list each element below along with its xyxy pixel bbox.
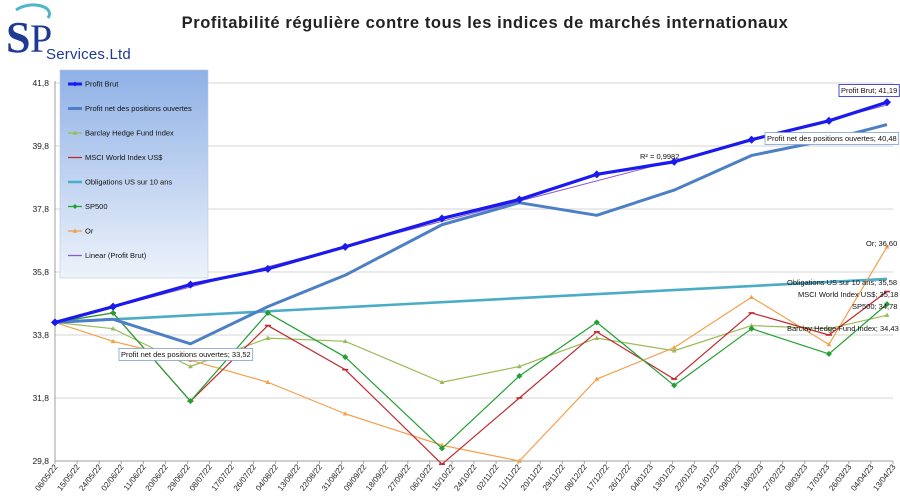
data-point: [263, 264, 272, 273]
data-point: [342, 354, 349, 361]
series-line: [54, 100, 888, 324]
data-point: [110, 338, 116, 344]
data-point: [188, 363, 193, 369]
data-point: [110, 309, 117, 316]
legend-marker: [72, 204, 78, 209]
annotation-label: MSCI World Index US$; 35,18: [798, 290, 898, 299]
data-point: [594, 335, 600, 340]
annotation-label: SP500; 34,78: [852, 302, 897, 311]
legend-label: Profit net des positions ouvertes: [85, 104, 192, 113]
data-point: [187, 398, 194, 405]
legend-marker: [72, 130, 78, 135]
annotation-label: Obligations US sur 10 ans; 35,58: [787, 278, 897, 287]
data-point: [747, 135, 756, 144]
data-point: [593, 319, 600, 326]
data-point: [342, 338, 348, 344]
annotation-label: Or; 36,60: [866, 239, 897, 248]
annotation-label: Profit Brut; 41,19: [841, 86, 897, 95]
data-point: [438, 445, 446, 452]
data-point: [749, 294, 754, 299]
data-point: [516, 458, 522, 463]
legend-label: Obligations US sur 10 ans: [85, 178, 172, 187]
data-point: [671, 345, 677, 350]
data-point: [594, 376, 600, 381]
data-point: [671, 348, 677, 353]
data-point: [437, 214, 447, 223]
logo-text: Services.Ltd: [46, 46, 131, 63]
legend-box: [59, 69, 209, 279]
legend-label: Or: [85, 227, 94, 236]
y-tick-label: 35,8: [32, 267, 49, 277]
series-line: [54, 291, 888, 465]
legend-marker: [72, 81, 78, 87]
legend-label: Profit Brut: [85, 80, 119, 89]
annotation-label: Profit net des positions ouvertes; 40,48: [767, 134, 897, 143]
data-point: [341, 242, 350, 251]
x-tick-label: 02/06/22: [99, 462, 126, 493]
data-point: [884, 312, 890, 317]
data-point: [825, 350, 832, 357]
svg-text:P: P: [30, 16, 52, 61]
annotation-label: R² = 0,9982: [640, 152, 679, 161]
legend: Profit Brut Profit net des positions ouve…: [59, 69, 209, 279]
legend-label: SP500: [85, 202, 108, 211]
series-line: [54, 303, 888, 449]
y-tick-label: 41,8: [32, 78, 49, 88]
data-point: [516, 363, 522, 369]
data-point: [110, 326, 116, 331]
annotation-label: Barclay Hedge Fund Index; 34,43: [787, 324, 899, 333]
data-annotations: Profit Brut; 41,19 Profit net des positio…: [118, 84, 900, 361]
svg-text:S: S: [6, 13, 30, 62]
data-point: [439, 442, 445, 448]
annotation-box: [764, 132, 900, 145]
y-tick-label: 39,8: [32, 141, 49, 151]
legend-label: Barclay Hedge Fund Index: [85, 129, 174, 138]
data-point: [882, 98, 892, 107]
data-point: [186, 280, 195, 289]
data-point: [749, 322, 754, 328]
data-point: [883, 301, 891, 308]
series-line: [54, 277, 888, 324]
data-point: [50, 318, 60, 327]
data-point: [748, 325, 755, 332]
y-tick-label: 31,8: [32, 393, 49, 403]
x-tick-label: 13/04/23: [871, 462, 898, 493]
x-tick-label: 24/10/22: [452, 462, 479, 493]
data-point: [592, 170, 601, 179]
data-point: [670, 157, 679, 166]
y-tick-label: 29,8: [32, 456, 49, 466]
data-point: [439, 379, 445, 385]
data-point: [516, 372, 523, 379]
legend-label: Linear (Profit Brut): [85, 251, 147, 260]
annotation-box: [838, 84, 900, 97]
data-point: [265, 335, 271, 340]
x-axis: 06/05/2215/05/2224/05/2202/06/2211/06/22…: [33, 461, 898, 493]
series-line: [54, 123, 888, 346]
data-point: [265, 379, 271, 385]
y-tick-label: 37,8: [32, 204, 49, 214]
series-lines: [50, 98, 892, 465]
y-tick-label: 33,8: [32, 330, 49, 340]
company-logo: S P Services.Ltd: [4, 2, 131, 64]
legend-marker: [72, 228, 78, 233]
x-tick-label: 02/11/22: [475, 462, 501, 492]
annotation-box: [118, 348, 254, 361]
data-point: [824, 116, 833, 125]
data-point: [109, 302, 118, 311]
data-point: [884, 244, 890, 249]
data-point: [671, 382, 678, 389]
data-point: [826, 326, 832, 331]
annotation-label: Profit net des positions ouvertes; 33,52: [121, 350, 251, 359]
data-point: [515, 195, 524, 204]
logo-mark: S P: [6, 3, 52, 62]
data-point: [826, 341, 832, 347]
data-point: [264, 309, 271, 316]
legend-label: MSCI World Index US$: [85, 153, 163, 162]
chart-title: Profitabilité régulière contre tous les …: [181, 14, 789, 32]
data-point: [342, 411, 348, 416]
